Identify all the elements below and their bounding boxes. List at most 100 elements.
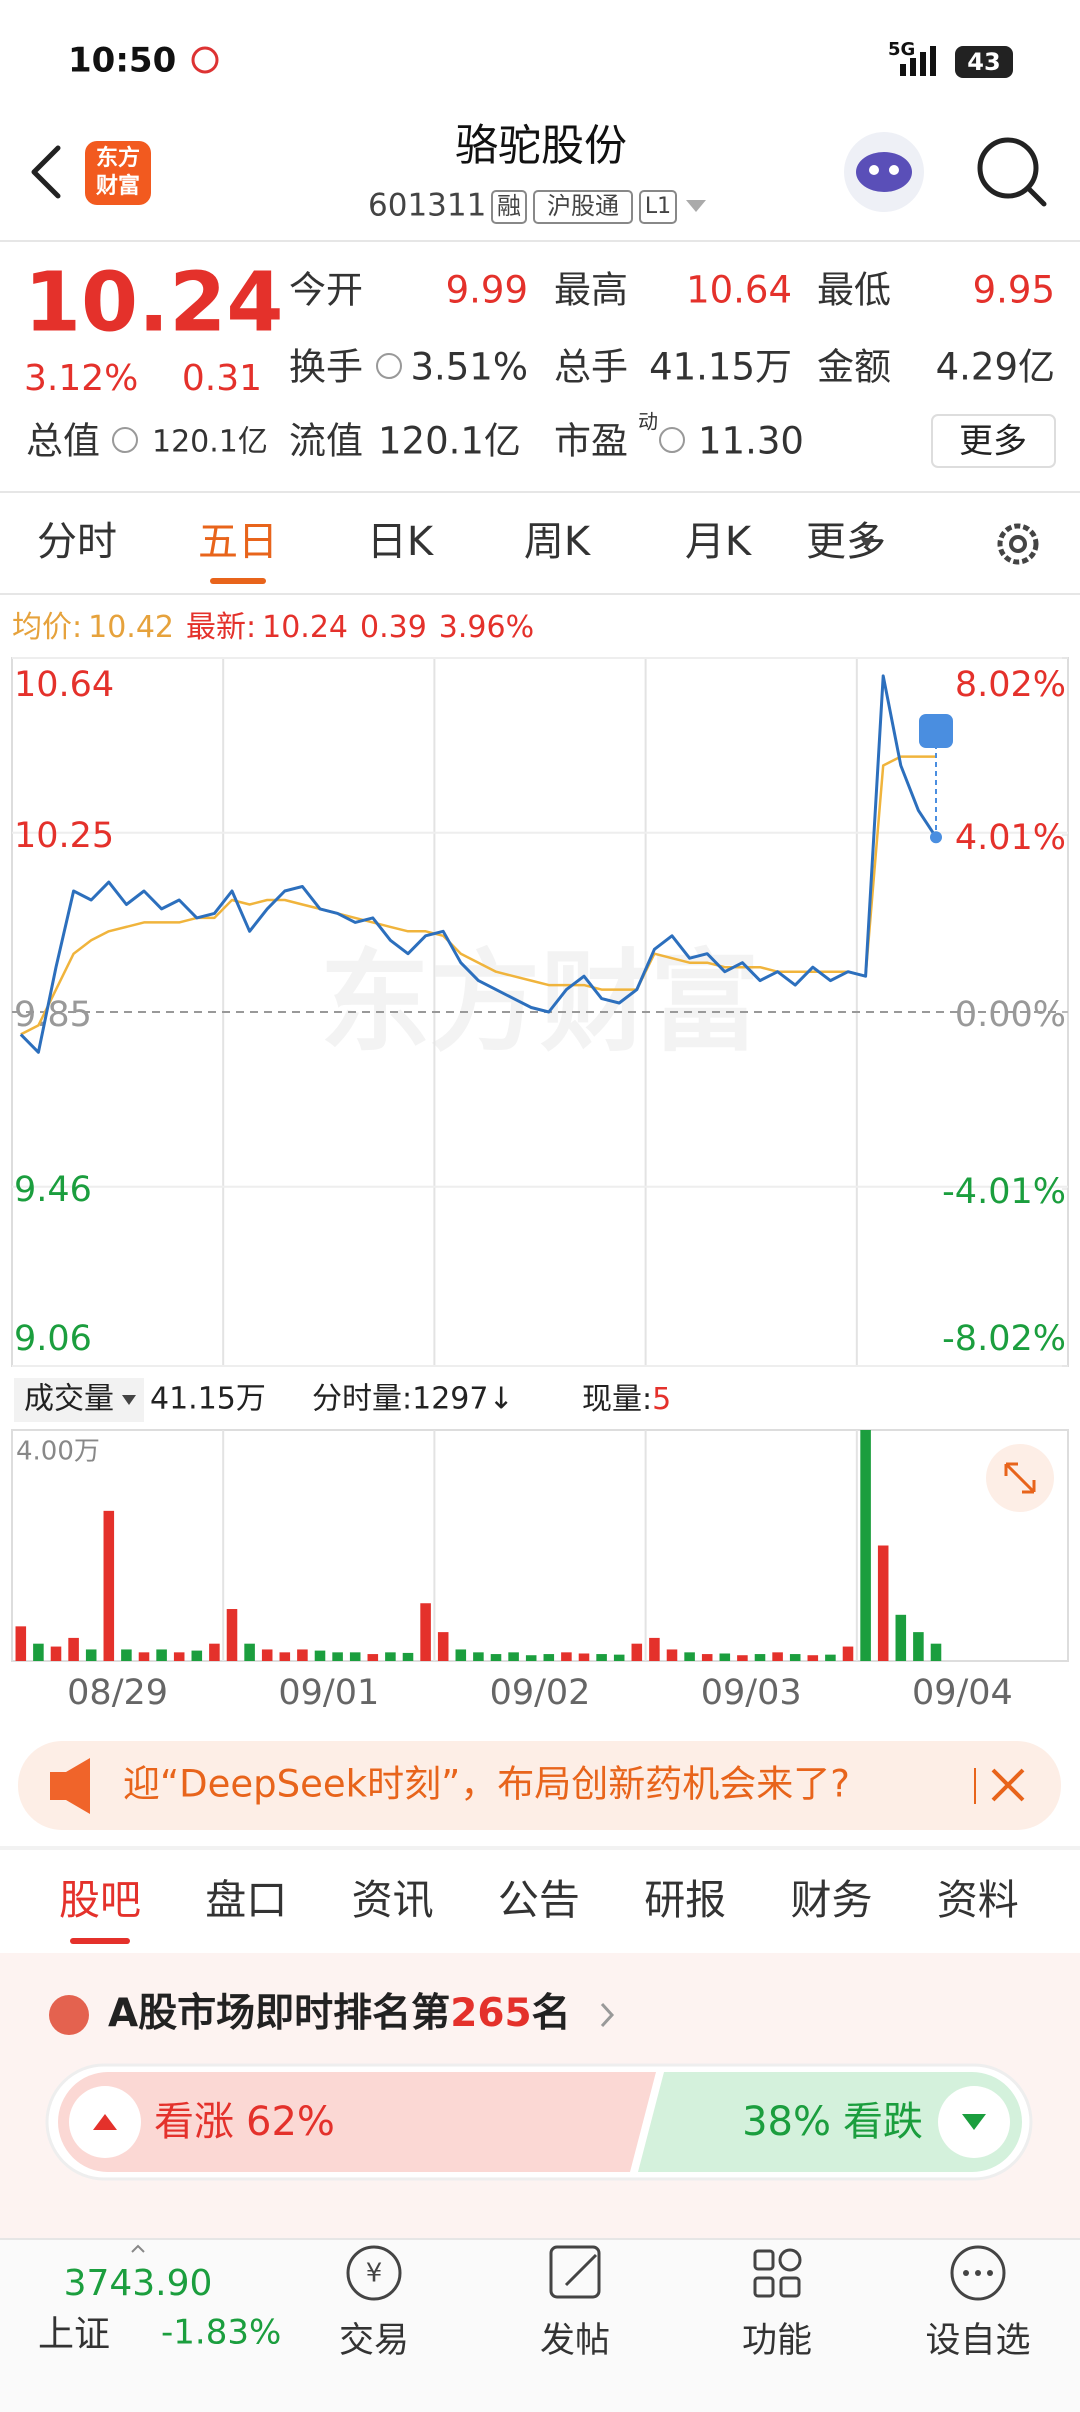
banner[interactable] [18, 1741, 1061, 1830]
tag-box [491, 190, 527, 224]
chart-tab[interactable]: 日K [367, 519, 435, 565]
back-button[interactable] [31, 145, 61, 199]
bearish-pct: 38% [742, 2099, 831, 2145]
status-icon [191, 46, 219, 74]
volume-bar [666, 1649, 678, 1661]
period-volume: 分时量:1297↓ [312, 1382, 514, 1417]
dropdown-icon[interactable] [860, 538, 874, 548]
tab-indicator [70, 1938, 130, 1944]
stock-code: 601311 [368, 188, 486, 224]
megaphone-icon [50, 1758, 90, 1814]
logo-text: 东方 [96, 145, 140, 171]
settings-button[interactable] [997, 523, 1039, 565]
volume-bar [103, 1510, 115, 1661]
volume-bar [525, 1655, 537, 1661]
volume-bar [649, 1637, 660, 1661]
volume-bar [825, 1654, 836, 1661]
bearish: 38% 看跌 [742, 2099, 923, 2145]
field-value: 4.29亿 [936, 346, 1055, 389]
nav-item[interactable]: 设自选 [925, 2321, 1030, 2361]
volume-bar [314, 1650, 326, 1661]
index-change: -1.83% [161, 2313, 281, 2353]
y2-tick-label: -4.01% [942, 1172, 1066, 1212]
latest-change-pct: 3.96% [439, 610, 534, 645]
change-pct: 3.12% [24, 358, 138, 399]
index-name: 上证 [38, 2314, 110, 2355]
chart-tab[interactable]: 更多 [806, 519, 886, 565]
section-tab[interactable]: 资讯 [352, 1876, 434, 1924]
section-tabs: 股吧 盘口 资讯 公告 研报 财务 资料 [59, 1876, 1019, 1944]
banner-text: 迎“DeepSeek时刻”，布局创新药机会来了? [123, 1763, 850, 1806]
chart-tab[interactable]: 五日 [198, 519, 278, 565]
logo-text: 财富 [96, 173, 140, 199]
volume-bar [15, 1626, 27, 1661]
volume-bar [68, 1637, 79, 1661]
more-label: 更多 [959, 422, 1027, 462]
field-label: 市盈 [554, 420, 628, 463]
ranking-icon [49, 1995, 89, 2035]
volume-bar [297, 1649, 308, 1661]
nav-item[interactable]: 发帖 [540, 2321, 610, 2361]
status-time: 10:50 [68, 41, 176, 81]
banner-close[interactable] [991, 1768, 1025, 1802]
field-value: 10.64 [686, 269, 792, 312]
volume-bar [279, 1652, 291, 1661]
volume-bar [420, 1603, 431, 1661]
volume-bar [455, 1649, 467, 1661]
chart-tab[interactable]: 周K [524, 519, 592, 565]
volume-border [11, 1429, 1069, 1662]
field-value: 9.95 [973, 269, 1055, 312]
y-tick-label: 9.85 [14, 995, 92, 1035]
volume-bar [138, 1652, 150, 1661]
nav-item[interactable]: 交易 [339, 2321, 409, 2361]
nav-item[interactable]: 功能 [742, 2321, 812, 2361]
bullish: 看涨 62% [154, 2099, 335, 2145]
bullish-segment[interactable] [58, 2072, 656, 2172]
volume-total: 41.15万 [150, 1382, 266, 1417]
y-tick-label: 9.46 [14, 1170, 92, 1210]
signal-badge[interactable] [919, 714, 953, 748]
section-tab[interactable]: 股吧 [59, 1876, 141, 1924]
current-volume-label: 现量: [582, 1382, 652, 1417]
y2-tick-label: 4.01% [955, 818, 1066, 858]
section-tab[interactable]: 盘口 [205, 1876, 287, 1924]
y-tick-label: 9.06 [14, 1319, 92, 1359]
index-value[interactable]: 3743.90 [64, 2263, 213, 2304]
chart-tab[interactable]: 分时 [37, 519, 117, 565]
info-icons[interactable] [112, 353, 685, 453]
section-tab[interactable]: 公告 [498, 1876, 580, 1924]
app-logo[interactable] [85, 141, 151, 205]
field-label: 流值 [289, 420, 363, 463]
indicator-select[interactable] [14, 1378, 144, 1422]
section-tab[interactable]: 资料 [937, 1876, 1019, 1924]
field-value: 120.1亿 [152, 425, 268, 460]
x-tick-label: 09/04 [912, 1673, 1013, 1713]
section-tab[interactable]: 研报 [644, 1876, 726, 1924]
bearish-segment[interactable] [638, 2072, 1022, 2172]
field-value: 120.1亿 [378, 420, 521, 463]
dropdown-icon[interactable] [686, 200, 706, 212]
more-button[interactable] [931, 414, 1056, 468]
volume-bar [121, 1649, 132, 1661]
ranking: A股市场即时排名第265名 [108, 1991, 571, 2036]
signal-icon [900, 46, 936, 76]
ranking-value: 265 [450, 1991, 531, 2036]
latest-label: 最新: [186, 610, 256, 645]
search-button[interactable] [977, 137, 1039, 199]
volume-bar [772, 1652, 783, 1661]
bullish-pct: 62% [246, 2099, 335, 2145]
chart-tab[interactable]: 月K [685, 519, 753, 565]
volume-bar [385, 1652, 396, 1661]
tab-indicator [210, 578, 266, 584]
tag-box [639, 190, 677, 224]
bottom-nav [0, 2238, 1080, 2412]
volume-bar [930, 1643, 942, 1661]
chart-info: 均价: 10.42 最新: 10.24 0.39 3.96% [12, 610, 534, 645]
volume-label: 成交量 [24, 1382, 114, 1417]
volume-bar [332, 1652, 343, 1661]
tag-box [533, 190, 633, 224]
volume-bar [596, 1654, 607, 1661]
section-tab[interactable]: 财务 [791, 1876, 873, 1924]
watermark: 东方财富 [320, 938, 760, 1066]
